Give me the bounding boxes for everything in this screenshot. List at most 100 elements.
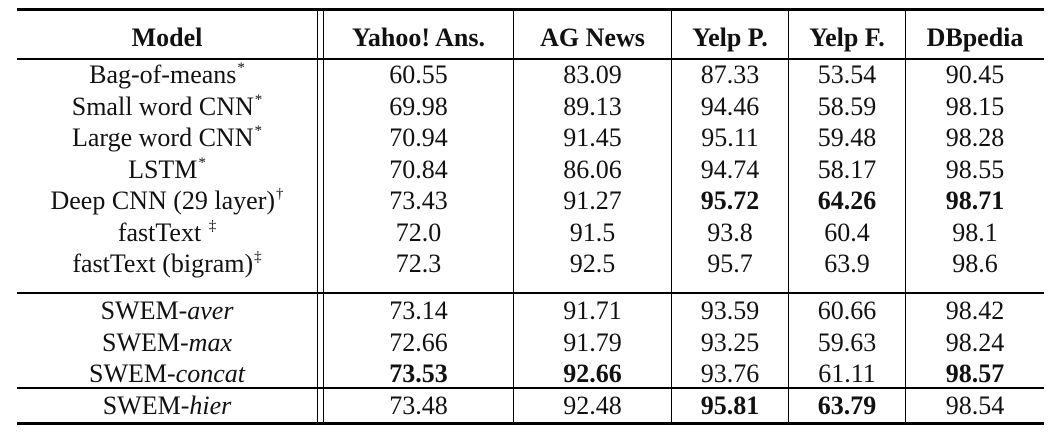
table-row: Bag-of-means* 60.55 83.09 87.33 53.54 90.45 bbox=[17, 59, 1044, 91]
model-name: Bag-of-means* bbox=[17, 59, 317, 91]
value-yahoo: 70.84 bbox=[389, 154, 448, 184]
value-yelp-f: 64.26 bbox=[817, 186, 877, 215]
col-rule-2 bbox=[671, 11, 673, 422]
model-name: Deep CNN (29 layer)† bbox=[17, 185, 317, 217]
value-agnews: 92.5 bbox=[569, 249, 616, 278]
value-dbpedia: 90.45 bbox=[945, 60, 1005, 89]
model-name: SWEM-max bbox=[17, 327, 317, 359]
header-dbpedia: DBpedia bbox=[926, 23, 1024, 52]
bottom-rule bbox=[17, 422, 1044, 425]
value-agnews: 83.09 bbox=[563, 60, 622, 89]
table-row: SWEM-concat 73.53 92.66 93.76 61.11 98.57 bbox=[17, 358, 1044, 390]
value-yelp-f: 63.9 bbox=[824, 249, 870, 278]
header-agnews: AG News bbox=[540, 23, 645, 52]
value-agnews: 86.06 bbox=[563, 154, 622, 184]
model-prefix: SWEM- bbox=[102, 391, 190, 420]
model-prefix: SWEM- bbox=[100, 296, 188, 325]
value-agnews: 89.13 bbox=[563, 91, 622, 121]
header-model: Model bbox=[131, 23, 203, 52]
top-rule bbox=[17, 8, 1044, 11]
value-yahoo: 72.0 bbox=[395, 217, 442, 247]
footnote-mark: † bbox=[276, 186, 284, 202]
value-yelp-p: 94.46 bbox=[700, 91, 760, 121]
value-yelp-p: 95.81 bbox=[700, 391, 760, 420]
value-yahoo: 60.55 bbox=[389, 60, 448, 89]
col-rule-3 bbox=[788, 11, 790, 422]
value-dbpedia: 98.28 bbox=[945, 123, 1005, 152]
value-dbpedia: 98.71 bbox=[945, 186, 1005, 215]
value-yahoo: 73.14 bbox=[389, 296, 448, 325]
model-name: Small word CNN* bbox=[17, 91, 317, 123]
footnote-mark: * bbox=[237, 60, 245, 76]
value-yelp-p: 95.72 bbox=[700, 186, 760, 215]
header-yahoo: Yahoo! Ans. bbox=[352, 23, 485, 52]
value-agnews: 91.79 bbox=[563, 327, 622, 357]
value-yelp-p: 93.59 bbox=[700, 296, 760, 325]
header-row: Model Yahoo! Ans. AG News Yelp P. Yelp F… bbox=[17, 22, 1044, 54]
value-yahoo: 72.3 bbox=[395, 249, 442, 278]
value-yahoo: 69.98 bbox=[389, 91, 448, 121]
table-row: LSTM* 70.84 86.06 94.74 58.17 98.55 bbox=[17, 154, 1044, 186]
value-yelp-f: 60.4 bbox=[824, 217, 870, 247]
table-row: fastText (bigram)‡ 72.3 92.5 95.7 63.9 98.6 bbox=[17, 248, 1044, 280]
model-label: Bag-of-means bbox=[89, 60, 237, 89]
value-dbpedia: 98.15 bbox=[945, 91, 1005, 121]
table-row: Deep CNN (29 layer)† 73.43 91.27 95.72 64.26… bbox=[17, 185, 1044, 217]
model-label: Large word CNN bbox=[72, 123, 254, 152]
value-yahoo: 73.43 bbox=[389, 186, 448, 215]
model-name: SWEM-aver bbox=[17, 295, 317, 327]
header-yelp-f: Yelp F. bbox=[809, 23, 885, 52]
value-yahoo: 73.53 bbox=[389, 359, 448, 388]
value-yelp-p: 93.76 bbox=[700, 359, 760, 388]
value-yelp-f: 61.11 bbox=[818, 359, 876, 388]
model-double-rule-left bbox=[317, 11, 319, 422]
value-agnews: 91.27 bbox=[563, 186, 622, 215]
model-variant: hier bbox=[189, 391, 232, 420]
swem-hier-rule bbox=[17, 387, 1044, 389]
group-rule bbox=[17, 292, 1044, 294]
value-yelp-f: 53.54 bbox=[817, 60, 877, 89]
value-yelp-f: 58.59 bbox=[817, 91, 877, 121]
value-yelp-f: 63.79 bbox=[817, 391, 877, 420]
value-yelp-p: 95.7 bbox=[707, 249, 753, 278]
value-dbpedia: 98.54 bbox=[945, 391, 1005, 420]
footnote-mark: * bbox=[254, 91, 263, 108]
table-row: Small word CNN* 69.98 89.13 94.46 58.59 98.15 bbox=[17, 91, 1044, 123]
header-yelp-p: Yelp P. bbox=[692, 23, 768, 52]
model-label: fastText (bigram) bbox=[72, 249, 254, 278]
table-row: SWEM-hier 73.48 92.48 95.81 63.79 98.54 bbox=[17, 390, 1044, 422]
value-yelp-f: 59.63 bbox=[817, 327, 877, 357]
footnote-mark: ‡ bbox=[254, 249, 262, 265]
value-yelp-f: 60.66 bbox=[817, 296, 877, 325]
table-row: fastText ‡ 72.0 91.5 93.8 60.4 98.1 bbox=[17, 217, 1044, 249]
value-agnews: 91.71 bbox=[563, 296, 622, 325]
value-yahoo: 72.66 bbox=[389, 327, 448, 357]
model-label: fastText bbox=[117, 217, 208, 247]
model-name: LSTM* bbox=[17, 154, 317, 186]
table-row: SWEM-max 72.66 91.79 93.25 59.63 98.24 bbox=[17, 327, 1044, 359]
value-dbpedia: 98.6 bbox=[952, 249, 998, 278]
value-dbpedia: 98.24 bbox=[945, 327, 1005, 357]
footnote-mark: ‡ bbox=[208, 217, 217, 234]
model-label: Small word CNN bbox=[71, 91, 254, 121]
model-label: LSTM bbox=[128, 154, 198, 184]
model-prefix: SWEM- bbox=[102, 327, 189, 357]
value-yelp-p: 94.74 bbox=[700, 154, 760, 184]
model-name: fastText ‡ bbox=[17, 217, 317, 249]
value-yelp-p: 95.11 bbox=[701, 123, 759, 152]
value-yelp-p: 93.25 bbox=[700, 327, 760, 357]
value-dbpedia: 98.42 bbox=[945, 296, 1005, 325]
footnote-mark: * bbox=[254, 123, 262, 139]
model-name: Large word CNN* bbox=[17, 122, 317, 154]
model-variant: concat bbox=[175, 359, 245, 388]
value-yelp-p: 93.8 bbox=[707, 217, 753, 247]
value-yelp-f: 59.48 bbox=[817, 123, 877, 152]
model-double-rule-right bbox=[323, 11, 325, 422]
model-variant: max bbox=[188, 327, 232, 357]
value-yelp-p: 87.33 bbox=[700, 60, 760, 89]
table-row: SWEM-aver 73.14 91.71 93.59 60.66 98.42 bbox=[17, 295, 1044, 327]
value-agnews: 92.48 bbox=[563, 391, 622, 420]
value-dbpedia: 98.1 bbox=[952, 217, 998, 247]
col-rule-4 bbox=[905, 11, 907, 422]
model-name: fastText (bigram)‡ bbox=[17, 248, 317, 280]
